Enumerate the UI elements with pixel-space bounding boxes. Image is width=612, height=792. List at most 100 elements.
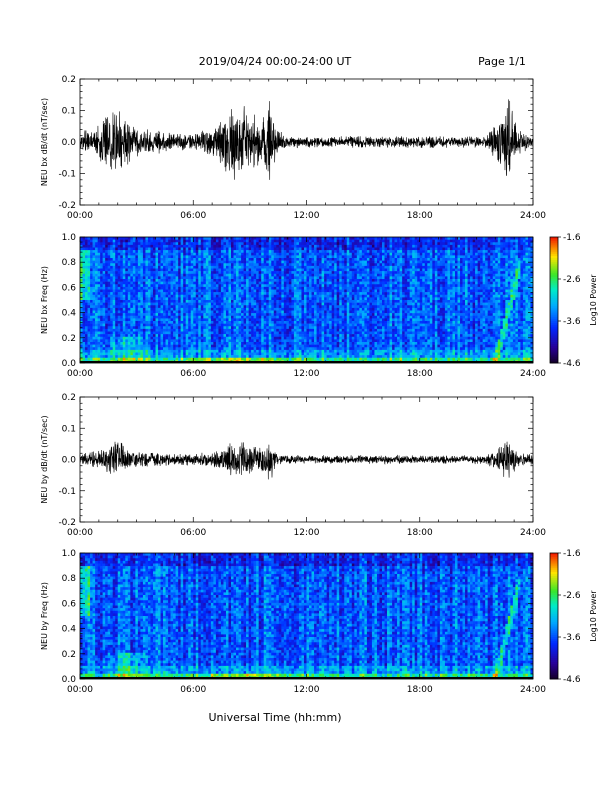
spectrogram-cell (334, 321, 337, 324)
spectrogram-cell (105, 247, 108, 251)
spectrogram-cell (215, 279, 219, 282)
spectrogram-cell (281, 258, 285, 261)
spectrogram-cell (195, 289, 199, 293)
spectrogram-cell (142, 276, 146, 280)
spectrogram-cell (268, 307, 272, 311)
spectrogram-cell (331, 276, 335, 280)
spectrogram-cell (147, 281, 151, 285)
spectrogram-cell (286, 281, 290, 285)
spectrogram-cell (82, 276, 86, 280)
spectrogram-cell (238, 250, 242, 254)
spectrogram-cell (82, 300, 86, 303)
spectrogram-cell (208, 344, 212, 348)
spectrogram-cell (311, 302, 315, 306)
spectrogram-cell (321, 307, 325, 311)
spectrogram-cell (95, 263, 98, 267)
spectrogram-cell (160, 300, 164, 303)
spectrogram-cell (155, 323, 159, 327)
spectrogram-cell (102, 352, 106, 356)
spectrogram-cell (105, 326, 108, 330)
spectrogram-cell (256, 268, 259, 272)
spectrogram-cell (326, 244, 330, 248)
spectrogram-cell (110, 242, 114, 246)
spectrogram-cell (120, 357, 124, 361)
spectrogram-cell (283, 313, 287, 317)
spectrogram-cell (110, 339, 114, 343)
spectrogram-cell (142, 271, 146, 275)
spectrogram-cell (301, 255, 305, 259)
spectrogram-cell (190, 352, 194, 356)
spectrogram-cell (80, 305, 83, 309)
spectrogram-cell (271, 342, 275, 345)
spectrogram-cell (97, 242, 101, 246)
spectrogram-cell (228, 263, 232, 267)
spectrogram-cell (316, 289, 320, 293)
spectrogram-cell (243, 347, 247, 351)
spectrogram-cell (329, 239, 332, 243)
spectrogram-cell (215, 281, 219, 285)
spectrogram-cell (258, 297, 262, 301)
spectrogram-cell (80, 342, 83, 345)
spectrogram-cell (168, 281, 171, 285)
spectrogram-cell (168, 286, 171, 290)
spectrogram-cell (127, 244, 131, 248)
spectrogram-cell (263, 300, 267, 303)
spectrogram-cell (321, 294, 325, 298)
spectrogram-cell (298, 239, 302, 243)
spectrogram-cell (258, 323, 262, 327)
spectrogram-cell (288, 352, 292, 356)
spectrogram-cell (273, 326, 277, 330)
spectrogram-cell (243, 252, 247, 256)
spectrogram-cell (102, 271, 106, 275)
spectrogram-cell (105, 357, 108, 361)
spectrogram-cell (155, 268, 159, 272)
spectrogram-cell (140, 313, 144, 317)
spectrogram-cell (145, 268, 149, 272)
spectrogram-cell (256, 318, 259, 322)
spectrogram-cell (142, 344, 146, 348)
spectrogram-cell (291, 344, 295, 348)
spectrogram-cell (220, 305, 224, 309)
spectrogram-cell (218, 344, 222, 348)
spectrogram-cell (97, 279, 101, 282)
spectrogram-cell (225, 328, 229, 332)
spectrogram-cell (200, 239, 204, 243)
spectrogram-cell (233, 292, 237, 296)
spectrogram-cell (145, 271, 149, 275)
spectrogram-cell (238, 334, 242, 338)
spectrogram-cell (306, 302, 310, 306)
spectrogram-cell (291, 281, 295, 285)
spectrogram-cell (130, 342, 134, 345)
spectrogram-cell (215, 339, 219, 343)
spectrogram-cell (198, 265, 202, 269)
spectrogram-cell (180, 255, 184, 259)
spectrogram-cell (132, 239, 136, 243)
spectrogram-cell (319, 260, 322, 264)
spectrogram-cell (263, 276, 267, 280)
spectrogram-cell (316, 250, 320, 254)
spectrogram-cell (246, 315, 249, 319)
spectrogram-cell (246, 342, 249, 345)
spectrogram-cell (190, 258, 194, 261)
spectrogram-cell (135, 315, 139, 319)
spectrogram-cell (195, 347, 199, 351)
spectrogram-cell (321, 349, 325, 353)
spectrogram-cell (319, 357, 322, 361)
spectrogram-cell (238, 323, 242, 327)
spectrogram-cell (183, 255, 186, 259)
spectrogram-cell (175, 355, 179, 359)
spectrogram-cell (163, 300, 166, 303)
spectrogram-cell (263, 323, 267, 327)
spectrogram-cell (314, 239, 317, 243)
spectrogram-cell (120, 318, 124, 322)
spectrogram-cell (185, 263, 189, 267)
spectrogram-cell (238, 271, 242, 275)
spectrogram-cell (100, 336, 103, 340)
series-trace (79, 99, 534, 180)
spectrogram-cell (241, 355, 244, 359)
spectrogram-cell (253, 276, 257, 280)
spectrogram-cell (210, 294, 214, 298)
spectrogram-cell (218, 239, 222, 243)
spectrogram-cell (253, 273, 257, 277)
spectrogram-cell (155, 263, 159, 267)
